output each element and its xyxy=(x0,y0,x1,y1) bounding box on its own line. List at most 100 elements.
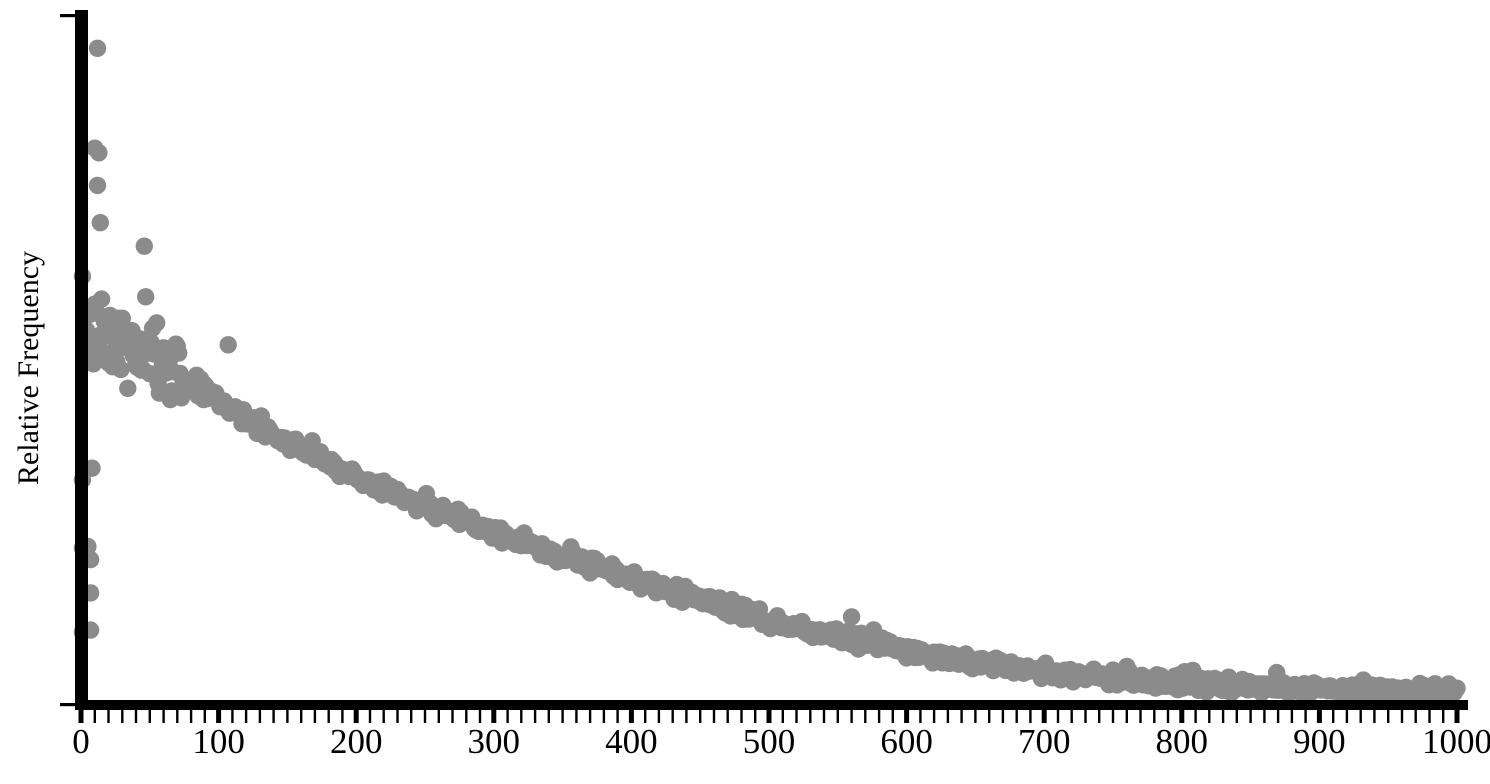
x-axis-minor-tick xyxy=(602,710,606,723)
y-axis-max-tick xyxy=(60,14,75,18)
x-tick-label: 100 xyxy=(192,722,245,761)
x-axis-minor-tick xyxy=(1153,710,1156,723)
x-axis-minor-tick xyxy=(1276,710,1280,723)
x-axis-minor-tick xyxy=(1345,710,1349,723)
x-tick-label: 500 xyxy=(743,722,796,761)
x-axis-minor-tick xyxy=(822,710,826,723)
x-axis-minor-tick xyxy=(533,710,537,723)
data-point xyxy=(137,288,155,306)
x-axis-minor-tick xyxy=(740,710,743,723)
x-axis-minor-tick xyxy=(932,710,936,723)
scatter-points-layer xyxy=(73,39,1466,702)
x-axis-major-tick xyxy=(1316,710,1322,723)
x-axis-minor-tick xyxy=(341,710,344,723)
x-axis-minor-tick xyxy=(1015,710,1018,723)
x-axis-minor-tick xyxy=(836,710,839,723)
x-axis-minor-tick xyxy=(478,710,482,723)
x-axis-minor-tick xyxy=(1208,710,1211,723)
x-axis-minor-tick xyxy=(1359,710,1362,723)
x-axis-minor-tick xyxy=(671,710,674,723)
x-axis-minor-tick xyxy=(616,710,619,723)
x-axis-minor-tick xyxy=(809,710,812,723)
data-point xyxy=(864,621,883,639)
x-axis-minor-tick xyxy=(1290,710,1294,723)
data-point xyxy=(88,176,107,195)
x-axis-minor-tick xyxy=(864,710,867,723)
x-axis-minor-tick xyxy=(410,710,413,723)
x-axis-minor-tick xyxy=(506,710,509,723)
x-axis-minor-tick xyxy=(1125,710,1128,723)
x-axis-minor-tick xyxy=(699,710,702,723)
x-axis-minor-tick xyxy=(891,710,894,723)
x-axis-major-tick xyxy=(491,710,497,723)
data-point xyxy=(112,360,130,379)
x-axis-major-tick xyxy=(1041,710,1047,723)
x-axis-minor-tick xyxy=(396,710,399,723)
x-axis-minor-tick xyxy=(1111,710,1115,723)
x-axis-minor-tick xyxy=(754,710,757,723)
x-axis-minor-tick xyxy=(781,710,784,723)
x-axis-minor-tick xyxy=(575,710,578,723)
x-axis-minor-tick xyxy=(1249,710,1252,723)
x-axis-minor-tick xyxy=(313,710,317,723)
x-axis-minor-tick xyxy=(162,710,165,723)
x-axis-major-tick xyxy=(628,710,634,723)
x-axis-major-tick xyxy=(353,710,359,723)
x-axis-minor-tick xyxy=(121,710,124,723)
x-axis-minor-tick xyxy=(1001,710,1005,723)
x-axis-minor-tick xyxy=(1263,710,1266,723)
x-axis-major-tick xyxy=(904,710,910,723)
x-axis-minor-tick xyxy=(547,710,550,723)
x-tick-labels-layer: 0 100 200 300 400 500 600 700 800 900 1000 xyxy=(72,722,1490,761)
x-axis-minor-tick xyxy=(1373,710,1376,723)
x-axis-minor-tick xyxy=(203,710,206,723)
x-axis-minor-tick xyxy=(726,710,729,723)
data-point xyxy=(1184,661,1202,680)
x-axis-minor-tick xyxy=(134,710,138,723)
x-axis-minor-tick xyxy=(1194,710,1197,723)
x-tick-label: 300 xyxy=(468,722,521,761)
x-tick-label: 800 xyxy=(1156,722,1209,761)
x-axis-minor-tick xyxy=(244,710,248,723)
x-tick-label: 400 xyxy=(605,722,658,761)
x-axis-minor-tick xyxy=(1221,710,1225,723)
x-axis-minor-tick xyxy=(272,710,275,723)
axes-layer xyxy=(60,10,1468,710)
x-axis-minor-tick xyxy=(258,710,262,723)
x-axis-minor-tick xyxy=(850,710,853,723)
x-axis-major-tick xyxy=(1179,710,1185,723)
x-axis-minor-tick xyxy=(368,710,372,723)
x-axis-minor-tick xyxy=(1056,710,1060,723)
x-axis-minor-tick xyxy=(657,710,661,723)
x-axis-minor-tick xyxy=(795,710,798,723)
data-point xyxy=(723,590,741,609)
x-tick-label: 700 xyxy=(1018,722,1071,761)
x-axis-minor-tick xyxy=(1332,710,1335,723)
x-axis-minor-tick xyxy=(561,710,564,723)
x-axis-minor-tick xyxy=(974,710,977,723)
x-axis-minor-tick xyxy=(644,710,647,723)
y-axis-line xyxy=(75,10,88,710)
x-axis-minor-tick xyxy=(712,710,716,723)
x-axis-minor-tick xyxy=(93,710,96,723)
x-axis-minor-tick xyxy=(231,710,234,723)
data-point xyxy=(90,144,108,162)
data-point xyxy=(88,39,107,57)
x-tick-label: 900 xyxy=(1293,722,1346,761)
y-axis-zero-tick xyxy=(60,703,75,707)
x-axis-minor-tick xyxy=(1304,710,1307,723)
data-point xyxy=(119,379,137,397)
data-point xyxy=(113,309,131,327)
x-axis-minor-tick xyxy=(1235,710,1238,723)
x-axis-minor-tick xyxy=(300,710,303,723)
x-axis-major-tick xyxy=(766,710,772,723)
data-point xyxy=(219,336,237,354)
x-axis-minor-tick xyxy=(423,710,427,723)
data-point xyxy=(148,314,166,332)
x-axis-line xyxy=(75,700,1468,710)
data-point xyxy=(91,214,110,232)
x-axis-minor-tick xyxy=(176,710,179,723)
x-tick-label: 0 xyxy=(72,722,90,761)
